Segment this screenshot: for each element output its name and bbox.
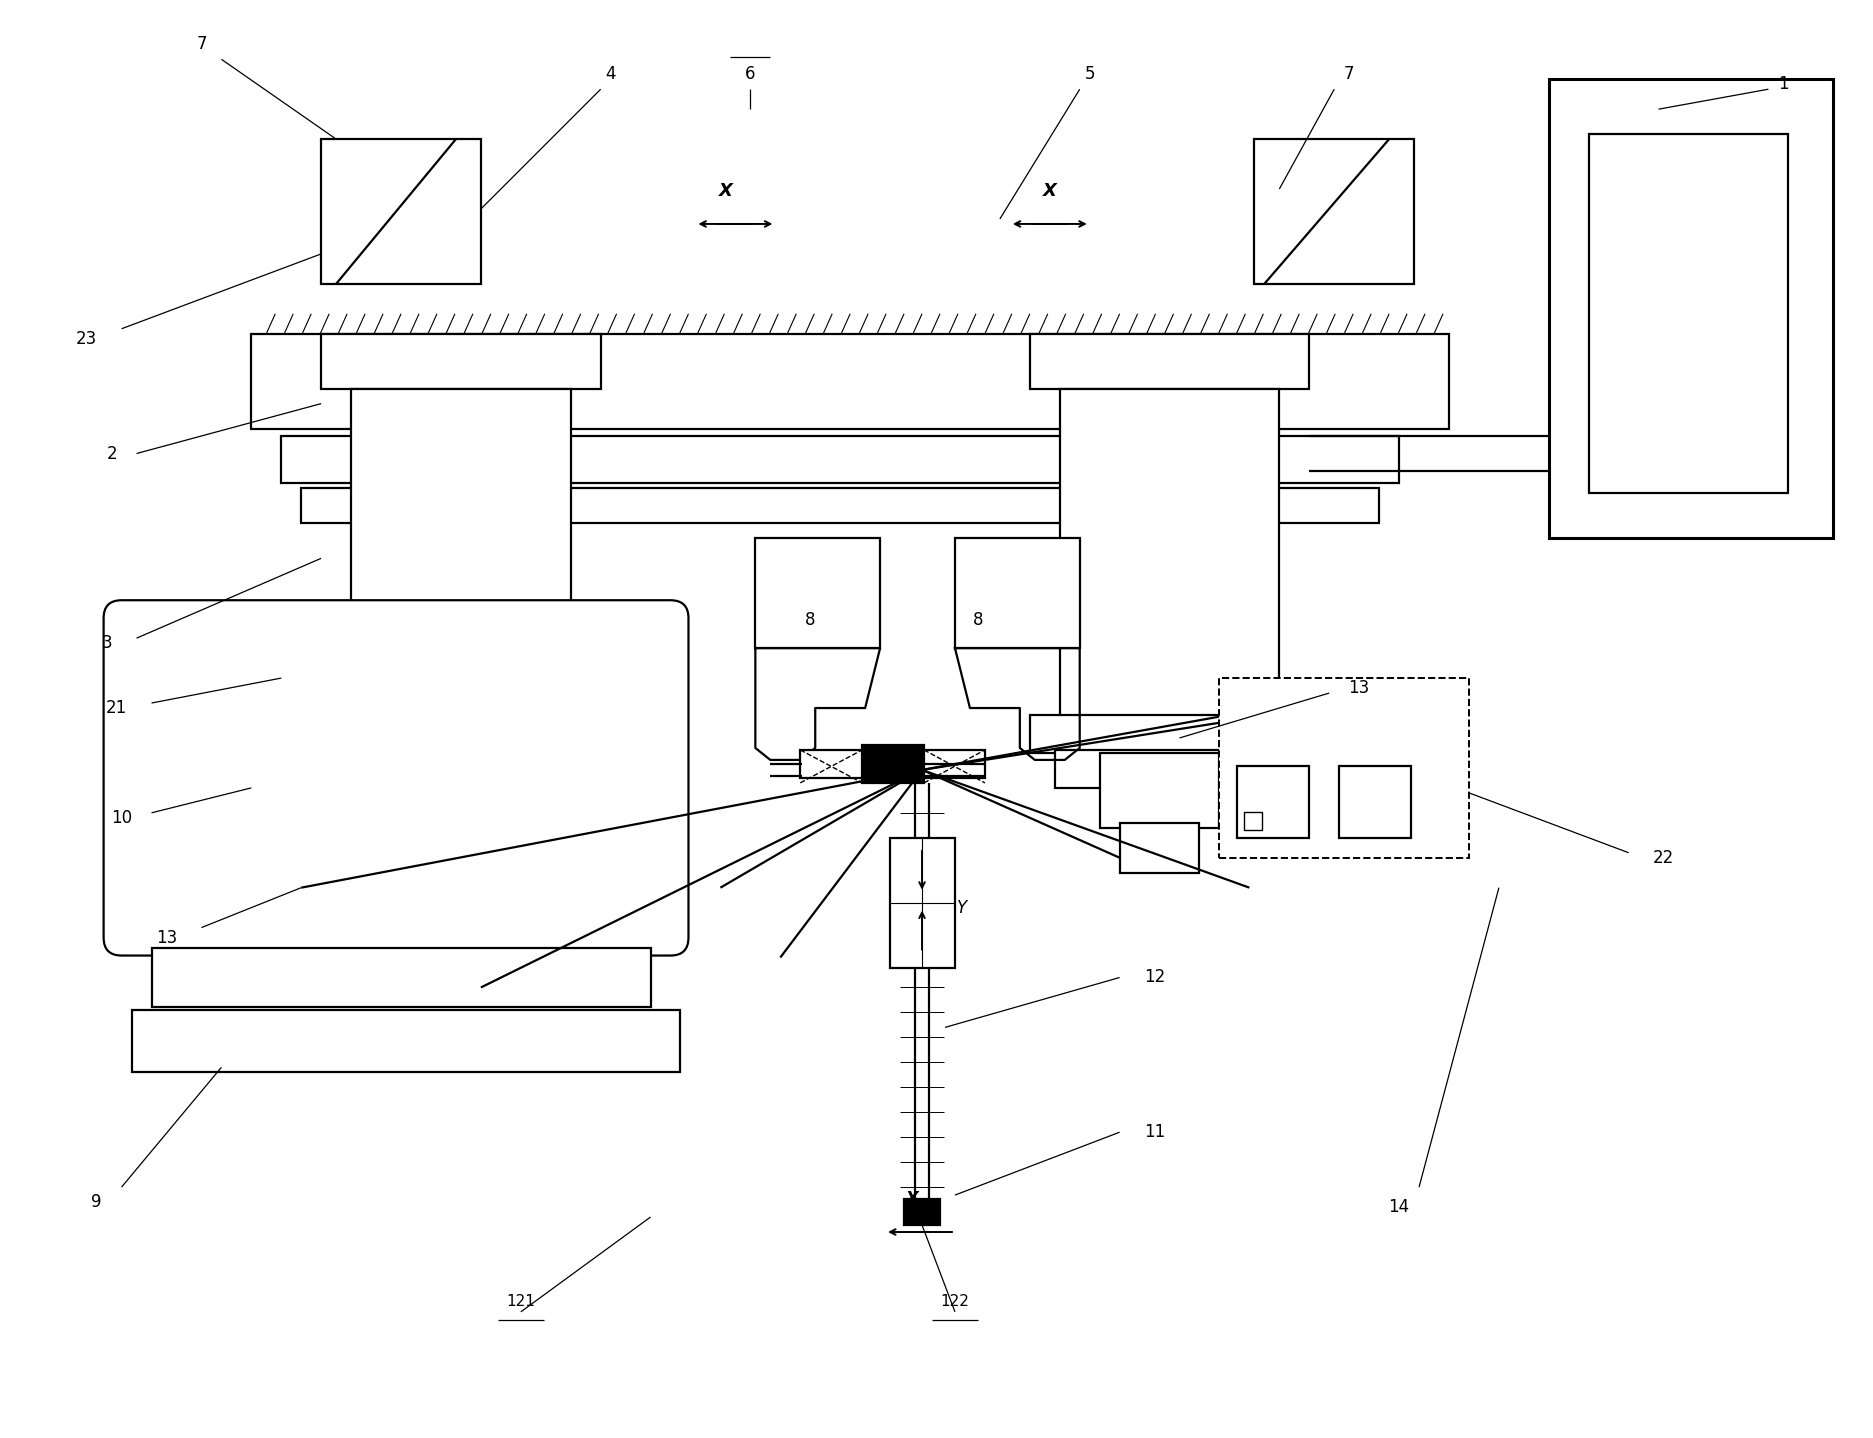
Bar — [302, 489, 1379, 523]
Bar — [1099, 754, 1219, 828]
Bar — [350, 388, 571, 718]
Bar — [320, 334, 601, 388]
Text: 6: 6 — [745, 65, 755, 83]
Bar — [890, 838, 955, 968]
Text: X: X — [907, 1191, 918, 1208]
Text: 7: 7 — [197, 36, 206, 53]
Bar — [955, 538, 1079, 649]
Bar — [1255, 139, 1414, 283]
Text: 14: 14 — [1388, 1198, 1410, 1217]
Text: 21: 21 — [107, 699, 127, 718]
Bar — [347, 751, 575, 788]
Text: 122: 122 — [940, 1294, 970, 1310]
FancyBboxPatch shape — [103, 600, 689, 955]
Text: 23: 23 — [77, 329, 97, 348]
Text: 1: 1 — [1777, 75, 1789, 93]
Bar — [1030, 715, 1309, 754]
Bar — [755, 538, 880, 649]
Bar — [905, 1199, 940, 1225]
Bar — [281, 436, 1399, 483]
Bar — [410, 754, 530, 828]
Text: 8: 8 — [972, 611, 983, 630]
Bar — [152, 948, 650, 1008]
Bar — [251, 334, 1450, 429]
Bar — [131, 1011, 680, 1073]
Bar — [1120, 823, 1199, 873]
Text: 3: 3 — [101, 634, 112, 653]
Text: 13: 13 — [1349, 679, 1369, 697]
Bar — [320, 715, 601, 754]
Text: 2: 2 — [107, 444, 116, 463]
Bar — [1339, 766, 1410, 838]
Text: X: X — [719, 183, 732, 200]
Bar — [1588, 134, 1789, 493]
Bar — [1054, 751, 1285, 788]
Text: 22: 22 — [1654, 848, 1674, 867]
Bar — [1060, 388, 1279, 718]
Text: X: X — [1043, 183, 1056, 200]
Bar — [320, 139, 481, 283]
Text: Y: Y — [957, 899, 966, 916]
Text: 13: 13 — [155, 929, 178, 946]
Bar — [431, 823, 511, 873]
Text: 10: 10 — [111, 808, 133, 827]
Bar — [1219, 679, 1468, 857]
Text: 12: 12 — [1144, 969, 1165, 986]
Text: 9: 9 — [92, 1194, 101, 1211]
Bar — [920, 751, 985, 778]
Bar — [1238, 766, 1309, 838]
Text: 7: 7 — [1345, 65, 1354, 83]
Bar — [1030, 334, 1309, 388]
Text: 121: 121 — [506, 1294, 536, 1310]
Bar — [862, 745, 923, 782]
Text: 11: 11 — [1144, 1123, 1165, 1142]
Text: 8: 8 — [805, 611, 815, 630]
Text: 4: 4 — [605, 65, 616, 83]
Bar — [800, 751, 865, 778]
Text: 5: 5 — [1084, 65, 1096, 83]
Bar — [1244, 812, 1262, 830]
Bar — [1549, 79, 1834, 538]
